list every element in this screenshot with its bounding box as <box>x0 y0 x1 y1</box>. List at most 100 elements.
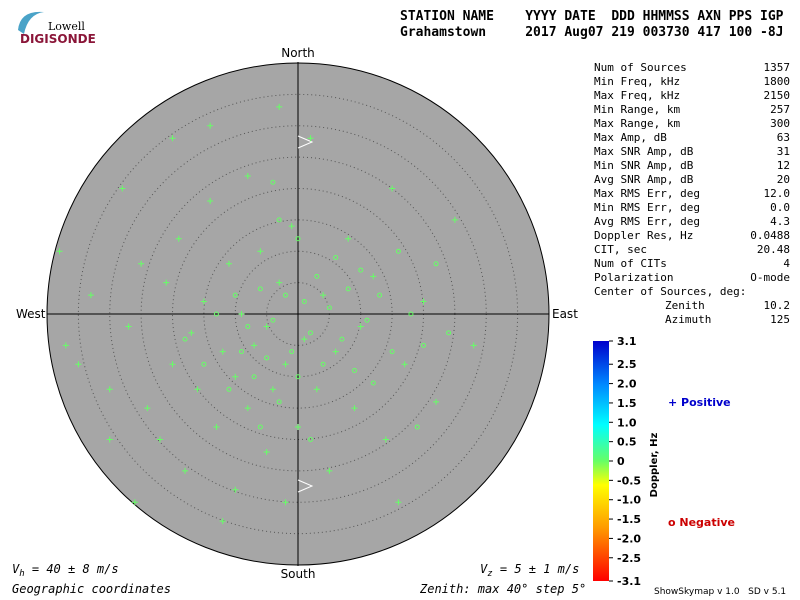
source-positive <box>470 342 477 349</box>
subscript: h <box>19 569 24 579</box>
colorbar-tick-label: -0.5 <box>617 474 641 487</box>
header-line: STATION NAME YYYY DATE DDD HHMMSS AXN PP… <box>400 9 784 24</box>
source-positive <box>301 336 308 343</box>
source-positive <box>276 279 283 286</box>
source-positive <box>188 329 195 336</box>
source-negative <box>301 298 307 304</box>
source-negative <box>308 330 314 336</box>
source-negative <box>308 437 314 442</box>
source-negative <box>257 424 263 430</box>
source-positive <box>232 373 239 380</box>
source-negative <box>257 286 263 292</box>
source-positive <box>401 361 408 368</box>
source-positive <box>269 386 276 393</box>
source-negative <box>377 292 383 298</box>
source-negative <box>276 399 282 405</box>
source-negative <box>395 248 401 254</box>
stat-label: Min Range, km <box>594 103 680 116</box>
symbol: V <box>480 562 488 576</box>
colorbar-tick-label: 1.5 <box>617 397 637 410</box>
colorbar-ticks: 3.1 2.5 2.0 1.5 1.0 0.5 0 -0.5 -1.0 -1.5 -2.0 -2.5 -… <box>609 335 641 588</box>
source-negative <box>370 380 376 386</box>
stat-label: Num of Sources <box>594 61 687 74</box>
source-negative <box>408 311 414 317</box>
stats-table: Num of Sources 1357 Min Freq, kHz 1800 Max F… <box>594 61 790 326</box>
source-positive <box>313 386 320 393</box>
source-negative <box>339 336 345 342</box>
source-positive <box>320 292 327 299</box>
source-negative <box>421 342 426 348</box>
source-positive <box>106 436 113 443</box>
source-positive <box>395 499 402 506</box>
value: = 40 ± 8 m/s <box>25 562 119 576</box>
source-negative <box>251 374 257 380</box>
stat-value: 20 <box>777 173 790 186</box>
source-positive <box>75 361 82 368</box>
source-negative <box>295 374 301 380</box>
source-positive <box>138 260 145 267</box>
source-positive <box>219 348 226 355</box>
zenith-label: Zenith: max 40° step 5° <box>419 582 586 596</box>
source-negative <box>358 267 364 273</box>
source-positive <box>382 436 389 443</box>
colorbar-tick-label: -2.5 <box>617 552 641 565</box>
source-positive <box>207 198 214 205</box>
stat-label: Polarization <box>594 271 673 284</box>
source-positive <box>433 398 440 405</box>
source-positive <box>263 323 270 330</box>
stat-value: 300 <box>770 117 790 130</box>
source-negative <box>282 292 288 298</box>
colorbar-tick-label: -3.1 <box>617 575 641 588</box>
stat-value: 20.48 <box>757 243 790 256</box>
source-negative <box>433 261 439 267</box>
stat-label: Avg SNR Amp, dB <box>594 173 694 186</box>
source-negative <box>201 361 207 367</box>
stat-label: Max Freq, kHz <box>594 89 680 102</box>
source-positive <box>175 235 182 242</box>
source-negative <box>213 311 219 317</box>
source-negative <box>226 386 232 392</box>
stat-value: 1357 <box>764 61 791 74</box>
source-positive <box>56 248 63 255</box>
source-negative <box>326 305 332 311</box>
source-positive <box>207 122 214 129</box>
source-negative <box>276 217 282 223</box>
source-positive <box>345 235 352 242</box>
source-positive <box>87 292 94 299</box>
colorbar-tick-label: -2.0 <box>617 532 641 545</box>
stat-label: CIT, sec <box>594 243 647 256</box>
coords-label: Geographic coordinates <box>12 582 171 596</box>
stat-value: 4.3 <box>770 215 790 228</box>
logo-top: Lowell <box>48 20 85 33</box>
stat-value: 12 <box>777 159 790 172</box>
source-positive <box>219 518 226 525</box>
source-positive <box>420 298 427 305</box>
source-positive <box>276 103 283 110</box>
stat-label: Max Range, km <box>594 117 680 130</box>
legend-negative: o Negative <box>668 516 735 529</box>
header-line: Grahamstown 2017 Aug07 219 003730 417 10… <box>400 25 784 40</box>
stat-value: 2150 <box>764 89 791 102</box>
stat-label: Min RMS Err, deg <box>594 201 700 214</box>
stat-value: 257 <box>770 103 790 116</box>
stat-label: Min SNR Amp, dB <box>594 159 694 172</box>
stat-value: 125 <box>770 313 790 326</box>
stat-label: Center of Sources, deg: <box>594 285 746 298</box>
source-negative <box>245 324 251 330</box>
marker <box>297 479 314 493</box>
source-positive <box>332 348 339 355</box>
stat-label: Max SNR Amp, dB <box>594 145 694 158</box>
source-positive <box>238 311 245 317</box>
stat-value: 63 <box>777 131 790 144</box>
colorbar-tick-label: 3.1 <box>617 335 637 348</box>
stat-label: Max RMS Err, deg <box>594 187 700 200</box>
colorbar-label: Doppler, Hz <box>649 433 660 498</box>
stat-value: 12.0 <box>764 187 791 200</box>
source-positive <box>156 436 163 443</box>
stat-label: Avg RMS Err, deg <box>594 215 700 228</box>
source-positive <box>125 323 132 330</box>
direction: East <box>552 307 578 321</box>
source-positive <box>357 323 364 330</box>
source-negative <box>364 317 370 323</box>
